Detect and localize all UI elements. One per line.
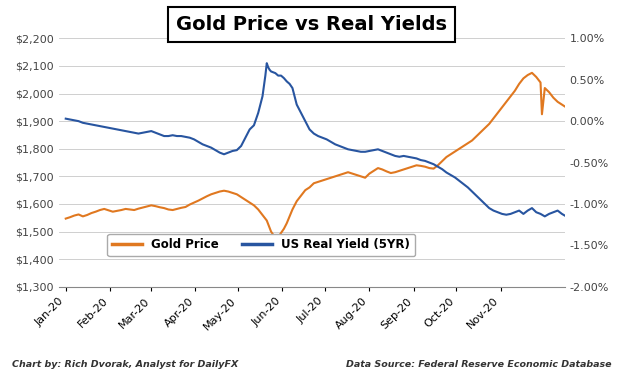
Text: Chart by: Rich Dvorak, Analyst for DailyFX: Chart by: Rich Dvorak, Analyst for Daily…	[12, 360, 239, 369]
Legend: Gold Price, US Real Yield (5YR): Gold Price, US Real Yield (5YR)	[107, 234, 415, 256]
Title: Gold Price vs Real Yields: Gold Price vs Real Yields	[176, 15, 447, 34]
Text: Data Source: Federal Reserve Economic Database: Data Source: Federal Reserve Economic Da…	[346, 360, 612, 369]
